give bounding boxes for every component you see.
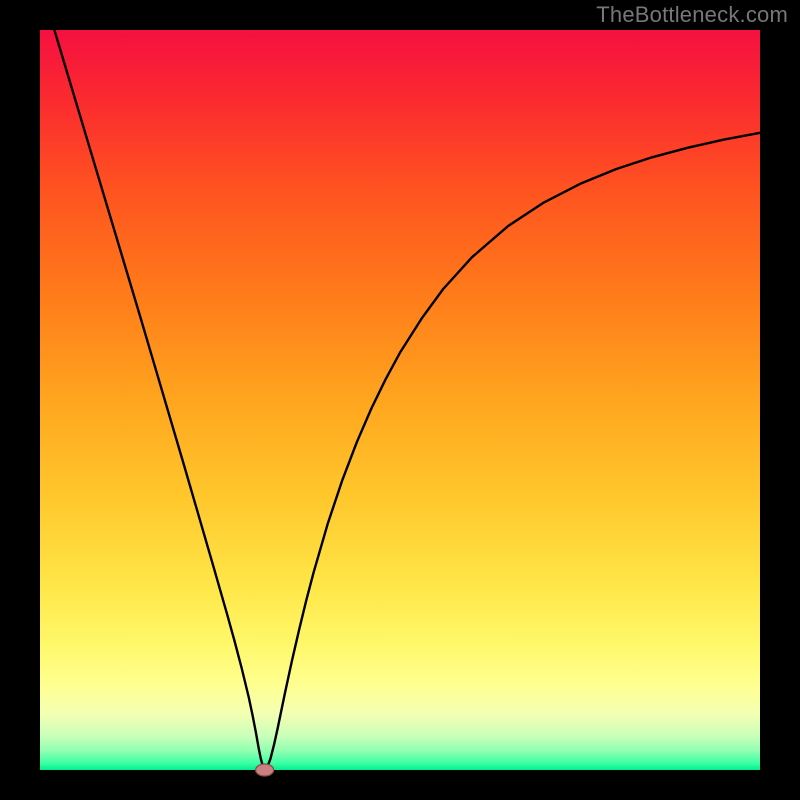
watermark-text: TheBottleneck.com — [596, 2, 788, 28]
optimal-point-marker — [256, 764, 274, 776]
chart-stage: TheBottleneck.com — [0, 0, 800, 800]
plot-background — [40, 30, 760, 770]
bottleneck-chart-svg — [0, 0, 800, 800]
